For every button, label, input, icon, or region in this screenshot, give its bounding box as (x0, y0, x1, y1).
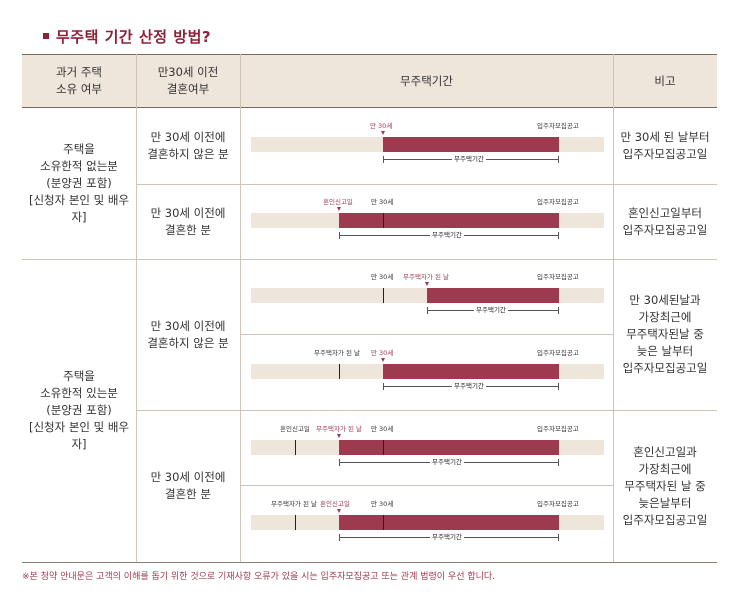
timeline-tick (383, 440, 384, 455)
timeline-label: 혼인신고일 (323, 198, 353, 206)
period-line-end (339, 459, 340, 466)
period-line-end (558, 232, 559, 239)
period-bar (339, 213, 559, 228)
ownership-cell: 주택을 소유한적 있는분 (분양권 포함) [신청자 본인 및 배우자] (28, 369, 130, 451)
header-period: 무주택기간 (400, 73, 453, 88)
period-line-end (558, 383, 559, 390)
timeline-label: 만 30세 (370, 122, 393, 130)
timeline-label: 입주자모집공고 (537, 425, 579, 433)
row-divider (240, 334, 613, 335)
remark-cell: 혼인신고일과 가장최근에 무주택자된 날 중 늦은날부터 입주자모집공고일 (622, 444, 708, 527)
period-label: 무주택기간 (430, 458, 464, 466)
timeline-label: 입주자모집공고 (537, 500, 579, 508)
remark-cell: 만 30세된날과 가장최근에 무주택자된날 중 늦은 날부터 입주자모집공고일 (622, 293, 708, 375)
marker-icon (336, 509, 341, 513)
timeline-tick (295, 515, 296, 530)
period-line-end (427, 307, 428, 314)
timeline-label: 만 30세 (371, 349, 394, 357)
timeline-label: 만 30세 (371, 500, 394, 508)
timeline-label: 입주자모집공고 (537, 349, 579, 357)
timeline-label: 무주택자가 된 날 (314, 349, 360, 357)
marker-icon (336, 207, 341, 211)
period-line-end (339, 232, 340, 239)
period-label: 무주택기간 (452, 382, 486, 390)
footnote: ※본 청약 안내문은 고객의 이해를 돕기 위한 것으로 기재사항 오류가 있을… (22, 572, 496, 582)
period-line-end (558, 307, 559, 314)
period-line-end (383, 383, 384, 390)
period-line-end (558, 534, 559, 541)
ownership-cell: 주택을 소유한적 없는분 (분양권 포함) [신청자 본인 및 배우자] (28, 142, 130, 224)
timeline-label: 입주자모집공고 (537, 273, 579, 281)
table-bottom-border (22, 562, 717, 563)
period-bar (427, 288, 559, 303)
timeline-label: 무주택자가 된 날 (316, 425, 362, 433)
marker-icon (380, 131, 385, 135)
row-divider (136, 184, 717, 185)
row-divider (240, 485, 613, 486)
period-label: 무주택기간 (474, 306, 508, 314)
timeline-label: 혼인신고일 (320, 500, 350, 508)
period-label: 무주택기간 (430, 231, 464, 239)
timeline-label: 혼인신고일 (280, 425, 310, 433)
col-divider (136, 54, 137, 563)
period-line-end (558, 459, 559, 466)
header-remark: 비고 (654, 73, 676, 88)
period-bar (339, 515, 559, 530)
marriage-cell: 만 30세 이전에 결혼하지 않은 분 (147, 318, 229, 350)
timeline-label: 무주택자가 된 날 (403, 273, 449, 281)
timeline-label: 입주자모집공고 (537, 198, 579, 206)
period-label: 무주택기간 (430, 533, 464, 541)
timeline-label: 입주자모집공고 (537, 122, 579, 130)
row-divider (136, 410, 717, 411)
remark-cell: 만 30세 된 날부터 입주자모집공고일 (620, 130, 710, 161)
remark-cell: 혼인신고일부터 입주자모집공고일 (622, 205, 708, 237)
table-header (22, 54, 717, 108)
row-divider (22, 259, 717, 260)
marriage-cell: 만 30세 이전에 결혼한 분 (150, 470, 226, 501)
header-marriage: 만30세 이전 결혼여부 (157, 65, 219, 96)
col-divider (613, 54, 614, 563)
timeline-tick (383, 288, 384, 303)
period-bar (383, 364, 559, 379)
timeline-label: 만 30세 (371, 273, 394, 281)
marriage-cell: 만 30세 이전에 결혼한 분 (150, 205, 226, 237)
marker-icon (424, 282, 429, 286)
timeline-label: 만 30세 (371, 425, 394, 433)
period-label: 무주택기간 (452, 155, 486, 163)
timeline-label: 무주택자가 된 날 (271, 500, 317, 508)
period-bar (383, 137, 559, 152)
period-line-end (383, 156, 384, 163)
header-ownership: 과거 주택 소유 여부 (56, 65, 102, 96)
period-line-end (339, 534, 340, 541)
period-bar (339, 440, 559, 455)
marker-icon (336, 434, 341, 438)
bullet-square-icon (43, 33, 49, 39)
timeline-tick (295, 440, 296, 455)
timeline-label: 만 30세 (371, 198, 394, 206)
col-divider (240, 54, 241, 563)
timeline-tick (383, 515, 384, 530)
marriage-cell: 만 30세 이전에 결혼하지 않은 분 (147, 130, 229, 161)
timeline-tick (339, 364, 340, 379)
timeline-tick (383, 213, 384, 228)
marker-icon (380, 358, 385, 362)
period-line-end (558, 156, 559, 163)
page-title: 무주택 기간 산정 방법? (43, 26, 211, 47)
